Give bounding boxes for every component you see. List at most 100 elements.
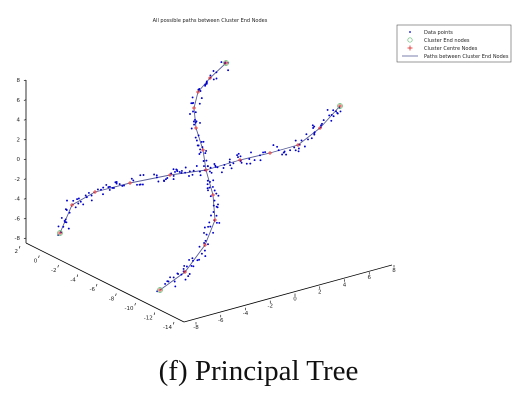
data-point [178,170,181,173]
data-point [194,111,197,114]
data-point [282,151,285,154]
data-point [262,151,265,154]
data-point [212,70,215,72]
y-tick-label: -6 [218,318,224,324]
data-point [108,185,111,188]
data-point [202,160,205,162]
axes [25,80,393,323]
data-point [194,136,197,139]
data-point [203,249,206,252]
cluster-end-nodes [57,60,343,293]
data-point [184,171,187,174]
data-point [215,221,218,224]
x-tick-labels: 2 0 -2 -4 -6 -8 -10 -12 -14 [15,245,175,331]
data-point [312,127,315,129]
data-point [76,198,79,201]
data-point [214,165,217,168]
x-tick-label: -10 [125,306,134,312]
data-point [248,158,251,160]
data-point [205,80,208,83]
legend-marker-end [407,37,413,43]
cluster-centre-node [196,90,200,94]
data-point [192,169,195,172]
cluster-centre-node [213,218,217,222]
data-point [213,163,216,165]
data-point [305,133,308,136]
data-point [60,216,63,219]
data-point [206,183,209,186]
cluster-centre-nodes [58,61,342,292]
data-point [198,153,201,155]
data-point [204,83,207,86]
data-point [102,186,105,189]
data-point [141,183,144,186]
legend-data-points: Data points [424,30,453,36]
data-point [96,188,99,191]
data-point [293,146,296,149]
data-point [204,255,207,258]
data-point [199,121,201,124]
data-point [209,74,212,77]
data-point [199,90,202,92]
data-point [174,285,177,288]
z-tick-label: 6 [17,98,21,104]
data-point [199,151,202,154]
data-point [180,171,183,174]
data-point [332,109,335,112]
data-point [172,178,175,181]
data-point [65,221,68,224]
data-point [166,280,169,283]
data-point [90,199,93,202]
data-point [205,233,208,236]
data-point [253,159,256,162]
data-point [215,214,218,217]
legend: Data points Cluster End nodes Cluster Ce… [396,24,512,63]
data-point [313,133,316,136]
data-point [203,165,205,168]
data-point [166,177,169,179]
x-tick-mark [153,312,156,316]
data-point [183,264,186,267]
z-tick-mark [23,237,27,239]
data-point [212,179,215,182]
x-tick-mark [96,283,98,287]
cluster-centre-node [338,104,342,108]
data-point [215,77,218,80]
data-point [208,170,211,173]
data-point [208,186,211,189]
data-point [157,180,160,183]
data-point [218,221,221,224]
data-point [200,252,203,255]
data-point [196,259,199,262]
data-point [184,166,187,169]
data-point [336,112,339,115]
y-tick-label: -2 [268,304,273,310]
data-point [182,267,185,270]
cluster-centre-node [211,193,215,197]
data-point [185,265,188,268]
z-tick-mark [23,79,27,81]
data-point [201,146,204,149]
data-point [200,140,203,143]
data-point [227,69,230,72]
data-point [277,149,280,152]
data-point [139,174,142,177]
y-tick-labels: -8 -6 -4 -2 0 2 4 6 8 [193,265,396,331]
data-point [217,203,219,206]
data-point [237,156,239,159]
data-point [68,211,71,214]
data-point [276,145,279,148]
data-point [210,171,213,174]
data-point [228,158,231,161]
x-tick-label: -12 [144,316,153,322]
data-point [322,119,325,122]
z-tick-label: -2 [15,177,20,183]
data-point [114,181,117,184]
data-point [174,170,176,173]
data-point [205,149,208,152]
cluster-centre-node [168,173,172,177]
data-point [206,165,209,168]
data-point [203,242,206,244]
data-point [194,118,196,121]
data-point [190,102,193,105]
